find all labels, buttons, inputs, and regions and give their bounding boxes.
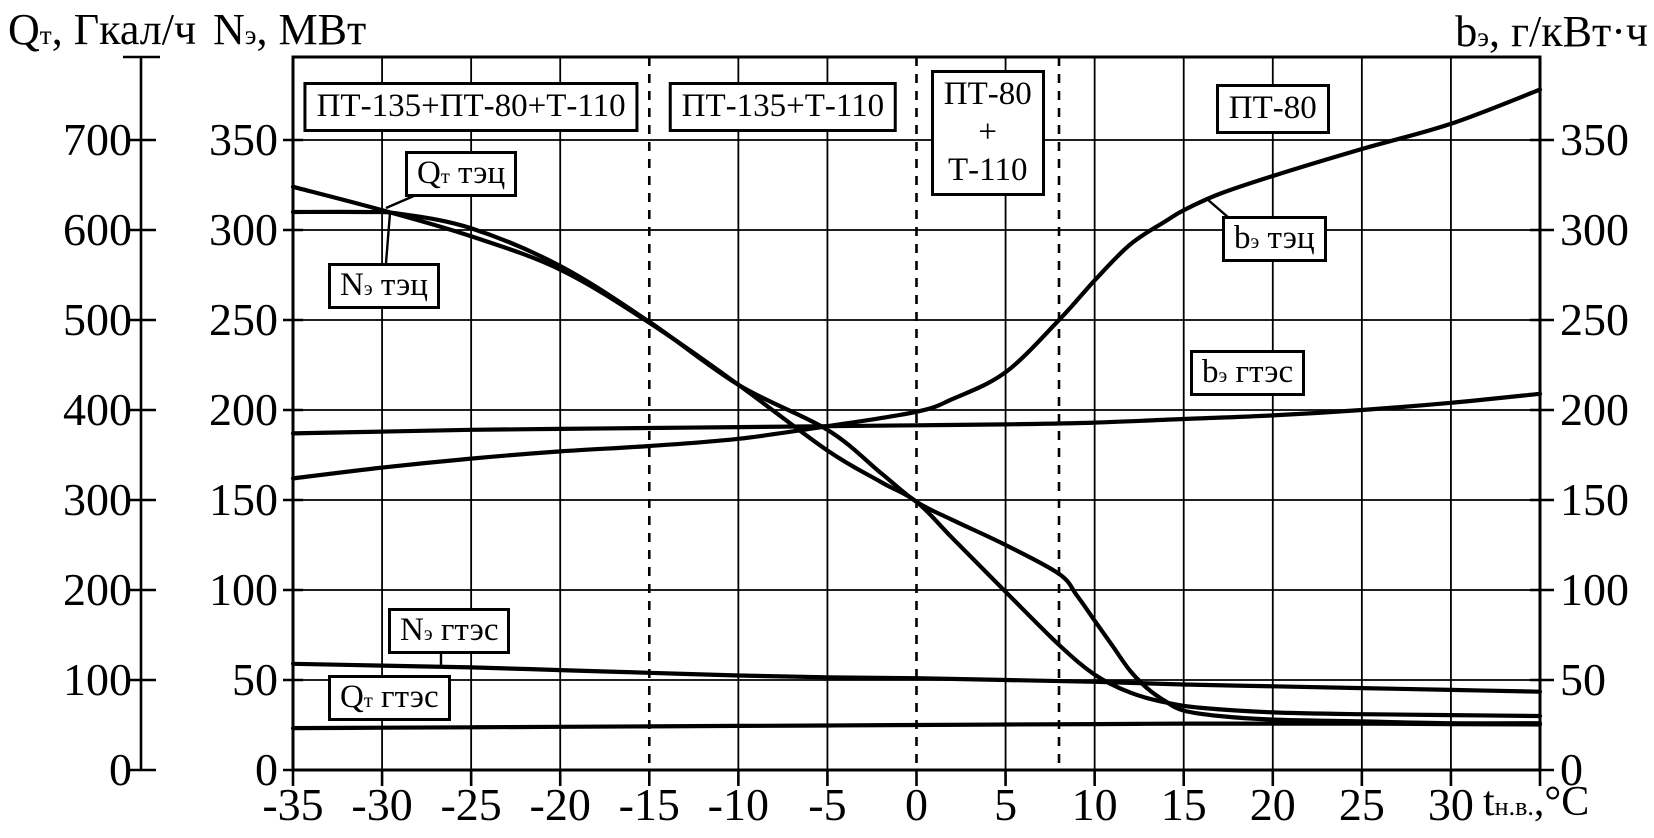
region-label-line: ПТ-80 <box>943 76 1032 112</box>
label-text: N <box>400 612 424 648</box>
label-text: тэц <box>372 267 428 303</box>
label-text: тэц <box>449 155 506 191</box>
label-subscript: т <box>39 20 52 50</box>
label-text: N <box>340 267 364 303</box>
x-axis-tick-label: -30 <box>351 779 413 830</box>
curve-label-qt_tec: Qт тэц <box>405 151 518 198</box>
label-subscript: э <box>1250 231 1260 253</box>
region-label-2: ПТ-135+Т-110 <box>668 82 898 132</box>
be-axis-tick-label: 50 <box>1560 654 1606 705</box>
curve-label-qt_gtes: Qт гтэс <box>328 675 451 722</box>
label-text: ,°С <box>1533 779 1590 825</box>
be-axis-tick-label: 0 <box>1560 744 1583 795</box>
curve-be_gtes <box>290 391 1543 436</box>
x-axis-tick-label: -20 <box>529 779 591 830</box>
qt-axis-tick-label: 300 <box>63 474 132 525</box>
label-text: N <box>213 5 245 54</box>
be-axis-tick-label: 150 <box>1560 474 1629 525</box>
qt-axis-tick-label: 600 <box>63 204 132 255</box>
x-axis-tick-label: -10 <box>707 779 770 830</box>
x-axis-tick-label: 10 <box>1071 779 1118 830</box>
x-axis-tick-label: -5 <box>808 779 847 830</box>
x-axis-tick-label: -25 <box>440 779 502 830</box>
label-text: b <box>1455 7 1478 56</box>
x-axis-tick-label: -35 <box>262 779 324 830</box>
curve-be_tec <box>290 87 1543 481</box>
label-text: , г/кВт·ч <box>1488 7 1648 56</box>
region-label-line: Т-110 <box>948 151 1028 188</box>
ne-axis-tick-label: 350 <box>209 114 278 165</box>
be-axis-tick-label: 250 <box>1560 294 1629 345</box>
x-axis-tick-label: 0 <box>905 779 928 830</box>
label-subscript: т <box>363 690 373 712</box>
ne-axis-tick-label: 300 <box>209 204 278 255</box>
region-label-line: ПТ-135+ПТ-80+Т-110 <box>316 88 626 124</box>
x-axis-tick-label: 30 <box>1427 779 1474 830</box>
curve-qt_gtes <box>290 721 1543 731</box>
ne-axis-tick-label: 100 <box>209 564 278 615</box>
label-text: гтэс <box>372 679 439 715</box>
region-label-line: ПТ-135+Т-110 <box>681 88 885 124</box>
label-text: t <box>1483 779 1495 825</box>
ne-axis-tick-label: 250 <box>209 294 278 345</box>
qt-axis-tick-label: 100 <box>63 654 132 705</box>
region-label-line: ПТ-80 <box>1228 90 1317 126</box>
label-text: гтэс <box>1227 354 1294 390</box>
region-label-4: ПТ-80 <box>1215 84 1330 134</box>
x-axis-tick-label: -15 <box>618 779 680 830</box>
curve-ne_gtes <box>290 661 1543 694</box>
right-axis-title-be: bэ, г/кВт·ч <box>1455 6 1648 57</box>
ne-axis-tick-label: 0 <box>255 744 278 795</box>
x-axis-tick-label: 20 <box>1249 779 1296 830</box>
curve-qt_tec <box>290 184 1543 719</box>
be-axis-tick-label: 200 <box>1560 384 1629 435</box>
label-subscript: э <box>1218 365 1228 387</box>
x-axis-tick-label: 25 <box>1338 779 1385 830</box>
label-text: b <box>1234 220 1251 256</box>
x-axis-tick-label: 15 <box>1160 779 1207 830</box>
qt-axis-tick-label: 0 <box>109 744 132 795</box>
leader-line-ne_tec <box>384 212 392 264</box>
label-text: Q <box>340 679 364 715</box>
label-subscript: э <box>1477 22 1489 52</box>
label-text: , МВт <box>256 5 367 54</box>
ne-axis-tick-label: 50 <box>232 654 278 705</box>
qt-axis-tick-label: 200 <box>63 564 132 615</box>
ne-axis-tick-label: 150 <box>209 474 278 525</box>
x-axis-title: tн.в.,°С <box>1483 778 1589 826</box>
x-axis-tick-label: 5 <box>994 779 1018 830</box>
left-axis-title-qt: Qт, Гкал/ч <box>8 4 196 55</box>
qt-axis-tick-label: 400 <box>63 384 132 435</box>
region-label-1: ПТ-135+ПТ-80+Т-110 <box>303 82 639 132</box>
label-text: b <box>1202 354 1219 390</box>
left-axis-title-ne: Nэ, МВт <box>213 4 366 55</box>
label-subscript: э <box>244 20 257 50</box>
label-subscript: т <box>440 166 450 188</box>
curve-label-be_gtes: bэ гтэс <box>1190 350 1306 397</box>
curve-ne_tec <box>290 209 1543 726</box>
label-subscript: э <box>423 623 433 645</box>
curve-label-ne_gtes: Nэ гтэс <box>388 608 511 655</box>
region-label-line: + <box>978 113 998 150</box>
label-text: гтэс <box>432 612 499 648</box>
be-axis-tick-label: 350 <box>1560 114 1629 165</box>
region-label-3: ПТ-80 + Т-110 <box>930 70 1045 196</box>
label-text: тэц <box>1259 220 1315 256</box>
leader-line-be_tec <box>1206 198 1230 219</box>
be-axis-tick-label: 100 <box>1560 564 1629 615</box>
curve-label-be_tec: bэ тэц <box>1222 216 1327 263</box>
label-subscript: н.в. <box>1494 792 1534 821</box>
curve-label-ne_tec: Nэ тэц <box>328 263 440 310</box>
be-axis-tick-label: 300 <box>1560 204 1629 255</box>
label-subscript: э <box>363 278 373 300</box>
label-text: , Гкал/ч <box>51 5 197 54</box>
ne-axis-tick-label: 200 <box>209 384 278 435</box>
qt-axis-tick-label: 500 <box>63 294 132 345</box>
label-text: Q <box>417 155 441 191</box>
qt-axis-tick-label: 700 <box>63 114 132 165</box>
label-text: Q <box>8 5 40 54</box>
